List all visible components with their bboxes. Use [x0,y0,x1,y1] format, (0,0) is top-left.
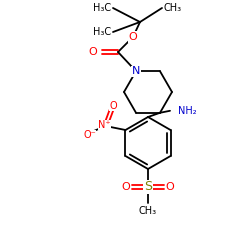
Text: O⁻: O⁻ [83,130,96,140]
Text: NH₂: NH₂ [178,106,197,116]
Text: H₃C: H₃C [93,3,111,13]
Text: CH₃: CH₃ [164,3,182,13]
Text: O: O [128,32,138,42]
Text: O: O [110,101,117,111]
Text: H₃C: H₃C [93,27,111,37]
Text: O: O [166,182,174,192]
Text: O: O [122,182,130,192]
Text: S: S [144,180,152,194]
Text: N: N [132,66,140,76]
Text: O: O [88,47,97,57]
Text: N⁺: N⁺ [98,120,111,130]
Text: CH₃: CH₃ [139,206,157,216]
